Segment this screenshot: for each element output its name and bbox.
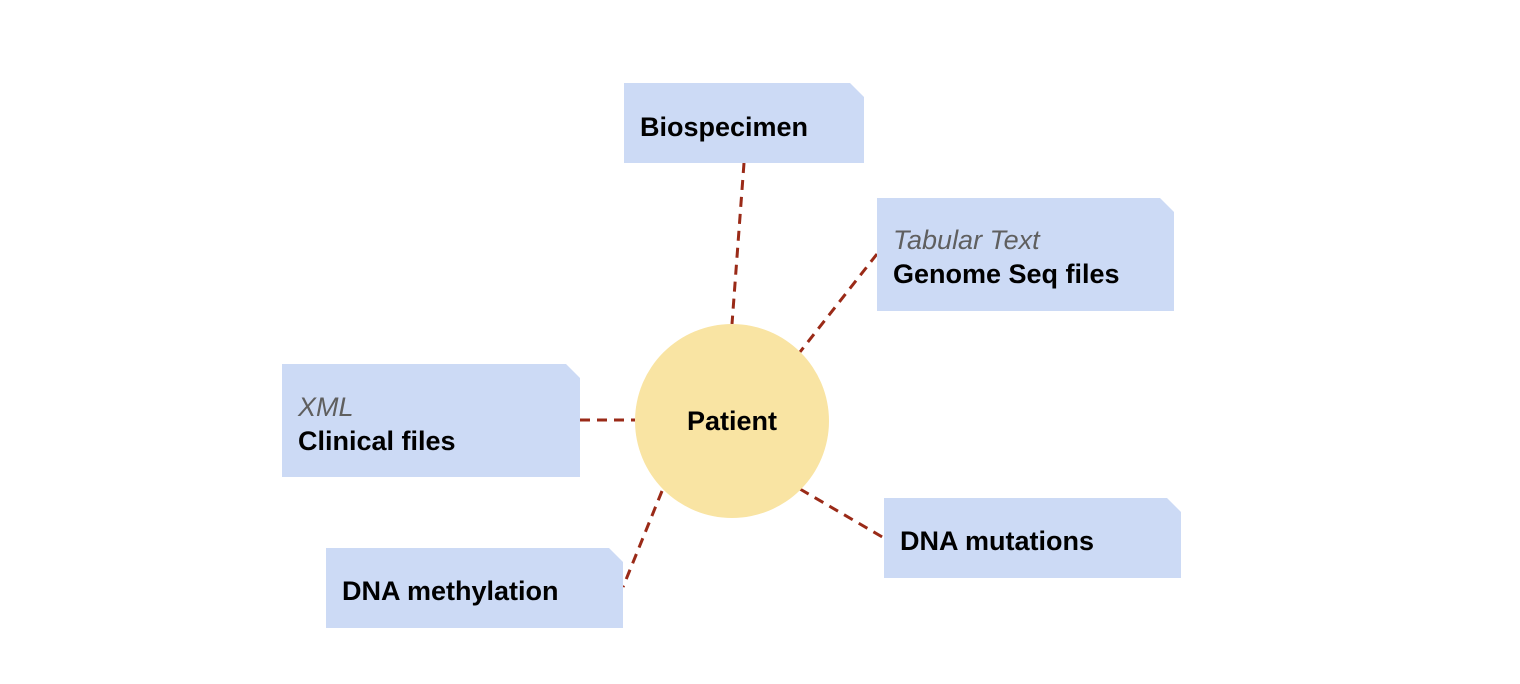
node-clinical-type: XML bbox=[298, 392, 354, 422]
node-genome-seq-type: Tabular Text bbox=[893, 225, 1040, 255]
node-dna-methylation-title: DNA methylation bbox=[342, 576, 559, 606]
node-genome-seq: Tabular Text Genome Seq files bbox=[877, 198, 1174, 311]
node-clinical: XML Clinical files bbox=[282, 364, 580, 477]
connector-biospecimen bbox=[730, 162, 746, 325]
node-biospecimen: Biospecimen bbox=[624, 83, 864, 163]
connector-genome-seq bbox=[798, 253, 879, 353]
node-dna-mutations-title: DNA mutations bbox=[900, 526, 1094, 556]
node-clinical-title: Clinical files bbox=[298, 426, 456, 456]
node-dna-mutations: DNA mutations bbox=[884, 498, 1181, 578]
connector-dna-methylation bbox=[621, 490, 664, 588]
connector-dna-mutations bbox=[799, 487, 885, 540]
node-biospecimen-title: Biospecimen bbox=[640, 112, 809, 142]
center-node-patient: Patient bbox=[635, 324, 829, 518]
center-node-label: Patient bbox=[686, 405, 778, 436]
node-genome-seq-title: Genome Seq files bbox=[893, 259, 1120, 289]
node-dna-methylation: DNA methylation bbox=[326, 548, 623, 628]
